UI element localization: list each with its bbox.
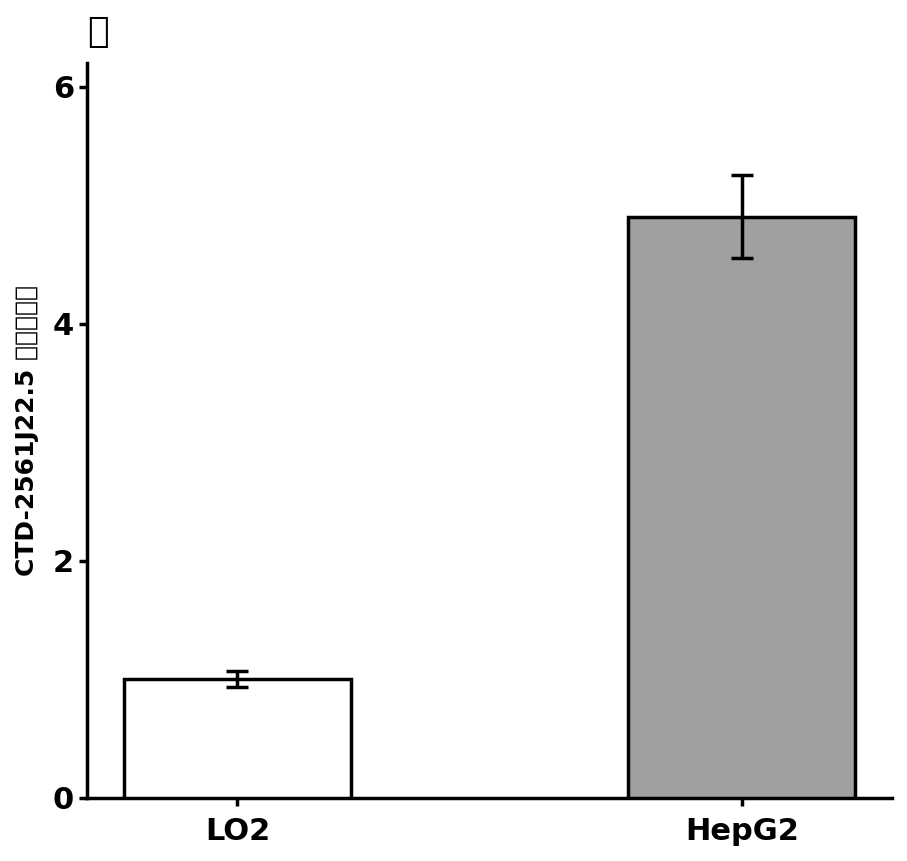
Bar: [629, 217, 855, 797]
Text: 幽: 幽: [87, 15, 109, 49]
Bar: [124, 679, 351, 797]
Y-axis label: CTD-2561J22.5 的相对表达: CTD-2561J22.5 的相对表达: [15, 285, 39, 576]
